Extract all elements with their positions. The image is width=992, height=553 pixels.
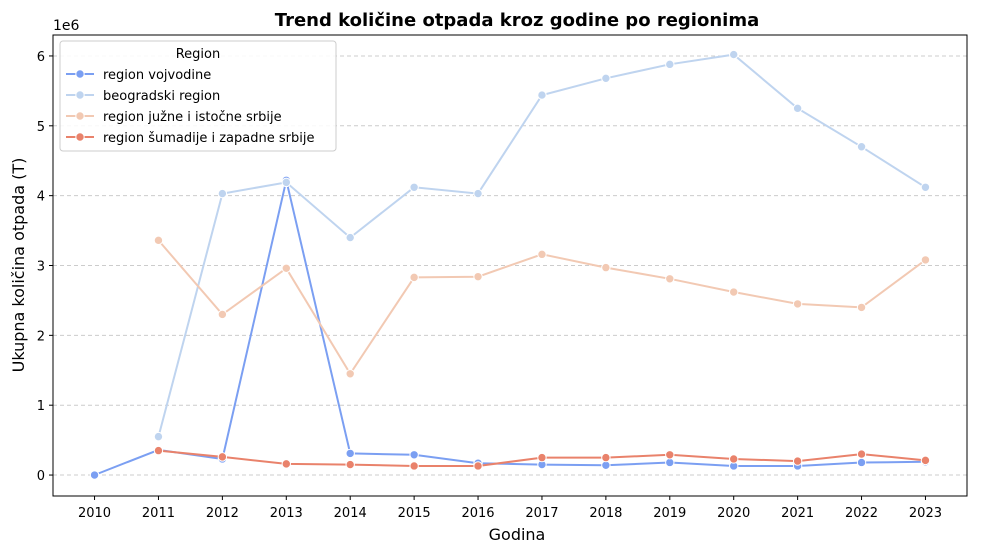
data-point [920,182,931,192]
x-tick-label: 2020 [717,506,750,521]
data-point [217,452,228,462]
data-point [281,459,291,469]
x-tick-label: 2012 [206,506,239,521]
x-tick-label: 2021 [781,506,814,521]
x-axis-label: Godina [489,525,546,544]
x-tick-label: 2015 [398,506,431,521]
data-point [345,448,355,459]
series [153,445,931,471]
legend-item: region južne i istočne srbije [66,110,282,125]
data-point [409,182,419,192]
data-point [217,188,228,199]
data-point [153,431,164,442]
legend-item: region šumadije i zapadne srbije [66,131,314,146]
data-point [281,263,291,273]
data-point [856,142,867,152]
chart-title: Trend količine otpada kroz godine po reg… [275,10,759,31]
data-point [792,299,803,309]
data-point [920,255,931,265]
data-point [856,449,867,459]
data-point [537,249,547,260]
legend-marker [75,90,85,100]
legend-marker [75,69,85,79]
series-line [157,239,927,376]
x-tick-label: 2014 [334,506,367,521]
data-point [665,274,675,284]
x-axis: 2010 2011 2012 2013 2014 2015 2016 2017 2018 2019… [78,496,942,521]
series [153,235,931,379]
x-tick-label: 2013 [270,506,303,521]
data-point [281,177,291,188]
data-point [473,271,483,282]
data-point [345,459,355,470]
y-tick-label: 2 [37,329,45,344]
y-axis-label: Ukupna količina otpada (T) [9,158,28,373]
x-tick-label: 2019 [653,506,686,521]
data-point [856,457,867,468]
data-point [409,450,419,460]
data-point [792,456,803,466]
data-point [217,309,228,320]
y-axis: 0 1 2 3 4 5 6 [37,50,53,484]
legend-label: beogradski region [103,89,220,104]
data-point [729,287,739,297]
data-point [537,452,547,463]
x-tick-label: 2023 [909,506,942,521]
data-point [729,454,739,464]
data-point [665,59,675,70]
data-point [601,452,611,463]
data-point [729,49,739,60]
data-point [409,272,419,283]
x-tick-label: 2017 [525,506,558,521]
data-point [409,461,419,471]
data-point [665,450,675,460]
legend-label: region vojvodine [103,68,211,83]
data-point [473,461,483,471]
y-tick-label: 5 [37,120,45,135]
series-layer [89,49,931,480]
data-point [537,90,547,100]
series [153,49,931,442]
offset-text: 1e6 [53,18,80,34]
y-tick-label: 1 [37,399,45,414]
legend: Region region vojvodine beogradski region… [59,40,337,152]
data-point [792,103,803,114]
data-point [473,188,483,199]
legend-label: region južne i istočne srbije [103,110,282,125]
legend-item: region vojvodine [66,68,211,83]
legend-item: beogradski region [66,89,220,104]
data-point [601,73,611,84]
y-tick-label: 0 [37,469,45,484]
data-point [601,460,611,470]
data-point [89,470,100,480]
data-point [153,445,164,456]
data-point [601,262,611,273]
data-point [920,455,931,466]
x-tick-label: 2011 [142,506,175,521]
legend-marker [75,111,85,121]
legend-title: Region [176,47,221,62]
x-tick-label: 2016 [461,506,494,521]
legend-label: region šumadije i zapadne srbije [103,131,314,146]
y-tick-label: 4 [37,190,45,205]
data-point [345,369,355,379]
y-tick-label: 3 [37,260,45,275]
y-tick-label: 6 [37,50,45,65]
x-tick-label: 2022 [845,506,878,521]
series-line [94,180,926,476]
legend-items: region vojvodine beogradski region region … [66,68,314,146]
data-point [856,302,867,313]
data-point [665,457,675,468]
series [89,175,931,480]
legend-marker [75,132,85,142]
data-point [153,235,164,246]
x-tick-label: 2018 [589,506,622,521]
legend-box [59,40,337,152]
data-point [345,232,355,243]
x-tick-label: 2010 [78,506,111,521]
